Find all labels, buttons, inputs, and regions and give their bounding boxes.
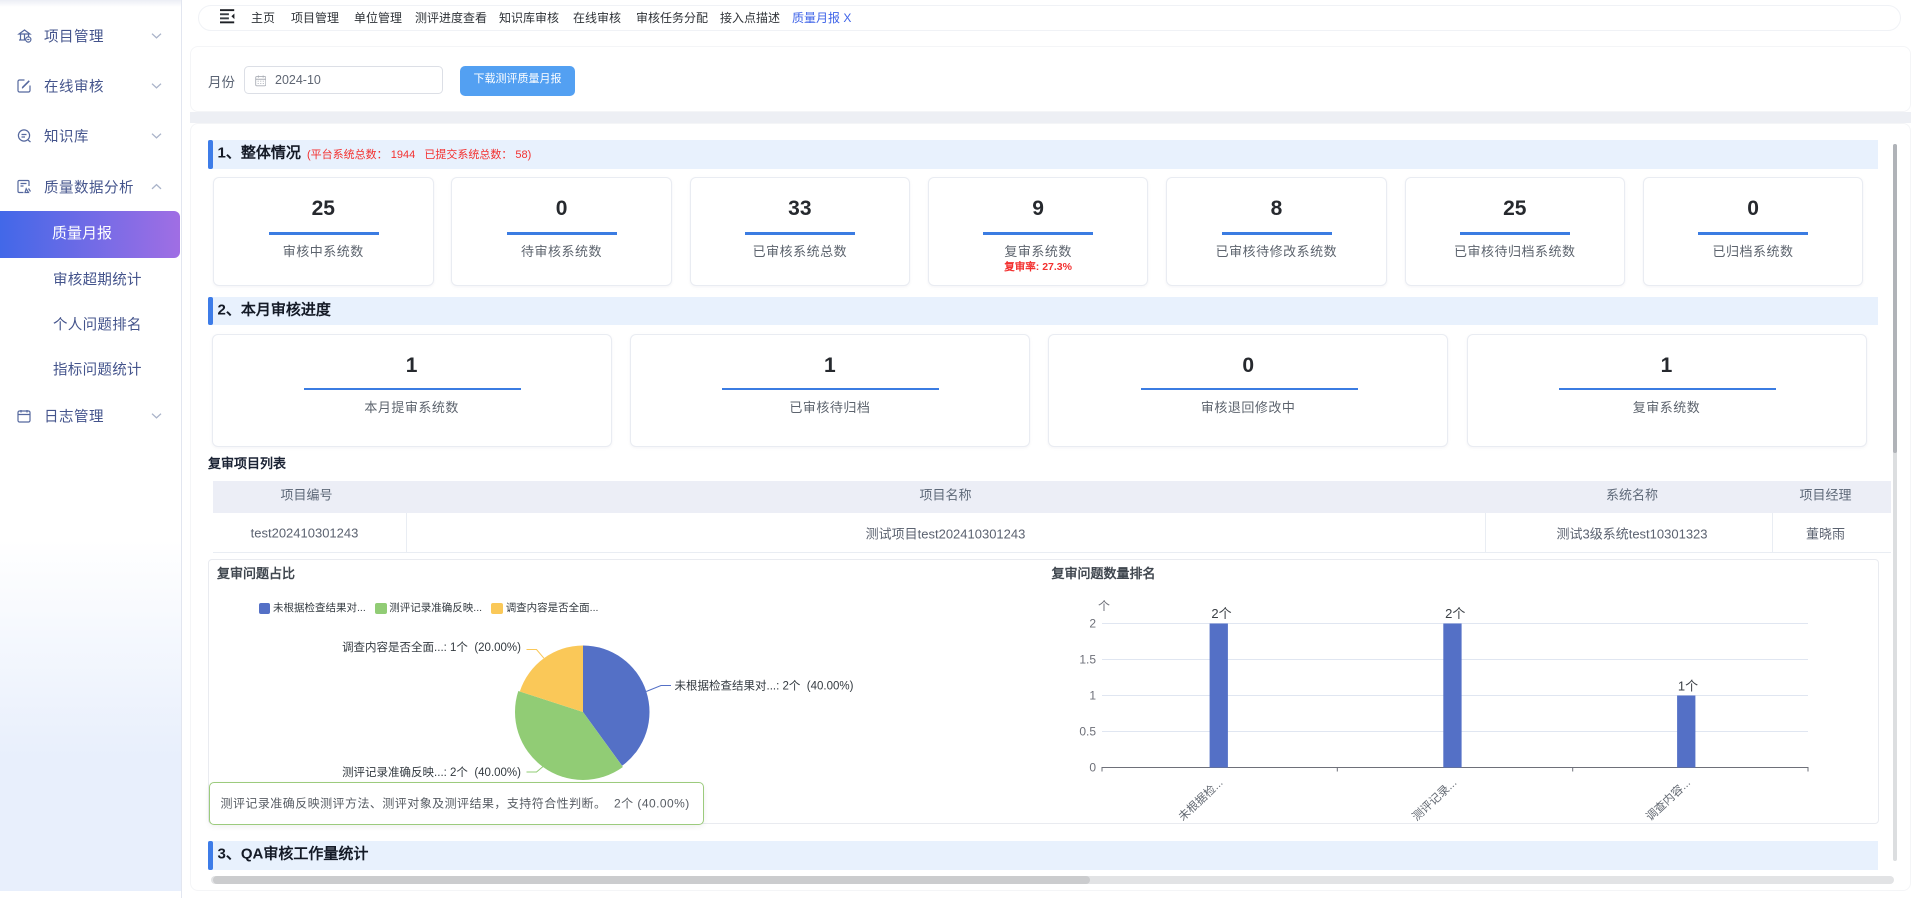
svg-text:1.5: 1.5 — [1079, 653, 1096, 667]
svg-text:1: 1 — [1089, 689, 1096, 703]
svg-text:1个: 1个 — [1678, 679, 1698, 694]
svg-text:调查内容是否全面...: 1个 (20.00%): 调查内容是否全面...: 1个 (20.00%) — [342, 640, 521, 654]
svg-text:调查内容...: 调查内容... — [1643, 775, 1693, 823]
svg-text:2个: 2个 — [1445, 606, 1465, 621]
svg-text:未根据检查结果对...: 2个 (40.00%): 未根据检查结果对...: 2个 (40.00%) — [675, 679, 854, 693]
svg-text:0.5: 0.5 — [1079, 725, 1096, 739]
svg-text:0: 0 — [1089, 761, 1096, 775]
svg-text:未根据检...: 未根据检... — [1175, 775, 1225, 823]
svg-text:个: 个 — [1098, 599, 1110, 613]
svg-text:2个: 2个 — [1211, 606, 1231, 621]
svg-text:测评记录准确反映...: 2个 (40.00%): 测评记录准确反映...: 2个 (40.00%) — [342, 766, 521, 779]
svg-text:2: 2 — [1089, 617, 1096, 631]
svg-text:测评记录...: 测评记录... — [1410, 776, 1460, 823]
